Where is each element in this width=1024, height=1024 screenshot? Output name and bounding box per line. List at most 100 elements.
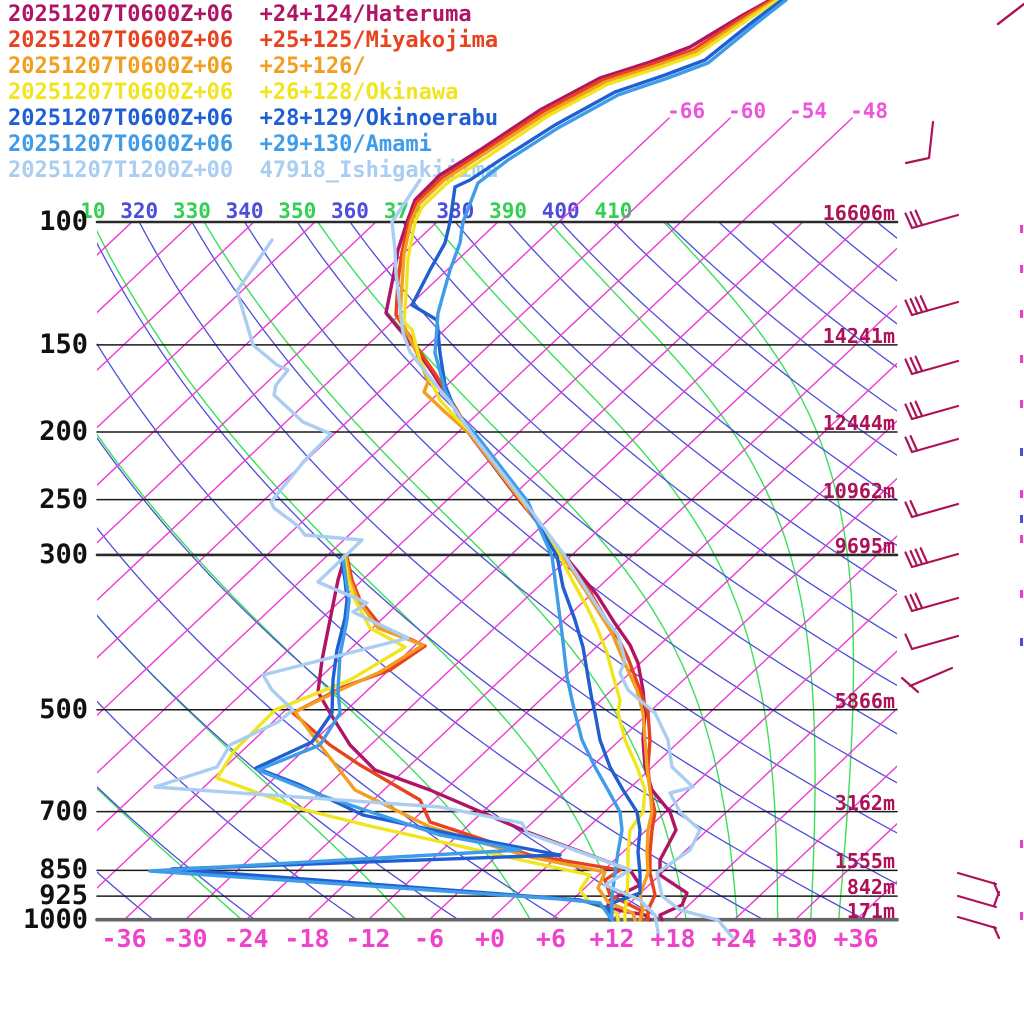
theta-label-350: 350 — [278, 199, 317, 222]
grid-layer — [0, 220, 1024, 920]
isotherm — [97, 222, 682, 774]
legend-row-3: 20251207T0600Z+06 +25+126/ — [8, 54, 366, 79]
isotherm — [367, 419, 897, 920]
dry-adiabat — [717, 222, 897, 369]
isotherm-upper — [680, 117, 792, 223]
wind-barb-feather — [909, 211, 919, 228]
wind-barb-bottom — [956, 915, 998, 930]
wind-barb-feather — [904, 299, 914, 317]
edge-tick — [1020, 840, 1023, 848]
edge-tick — [1020, 225, 1023, 233]
dry-adiabat — [927, 220, 1024, 920]
temp-tick-label: +12 — [589, 924, 635, 953]
temp-tick-label: -24 — [223, 924, 269, 953]
isotherm — [917, 222, 1024, 920]
temperature-Okinoerabu — [410, 0, 784, 922]
temp-tick-label: -12 — [345, 924, 391, 953]
wind-barb-feather — [904, 436, 914, 454]
wind-barb-feather — [914, 548, 924, 566]
wind-barbs — [900, 2, 1024, 940]
dry-adiabat — [97, 614, 459, 920]
dry-adiabat — [875, 222, 897, 239]
theta-label-400: 400 — [541, 199, 580, 222]
upper-isotherm-label: -60 — [728, 99, 767, 123]
isotherm — [733, 765, 897, 920]
legend-row-5: 20251207T0600Z+06 +28+129/Okinoerabu — [8, 106, 499, 131]
wind-barb — [910, 552, 960, 569]
theta-label-320: 320 — [120, 199, 159, 222]
pressure-label-200: 200 — [39, 416, 88, 448]
edge-tick — [1020, 590, 1023, 598]
upper-isotherm-label: -48 — [850, 99, 889, 123]
isotherm — [97, 222, 621, 717]
pressure-label-150: 150 — [39, 328, 88, 360]
wind-barb-feather — [914, 355, 924, 373]
edge-tick — [1020, 355, 1023, 363]
theta-label-row: 310320330340350360370380390400410 — [80, 199, 910, 222]
moist-adiabat — [97, 433, 531, 920]
moist-adiabat — [97, 787, 243, 920]
dewpoint-Miyakojima — [291, 555, 644, 922]
upper-isotherm-label: -54 — [789, 99, 828, 123]
temperature-Hateruma — [384, 0, 772, 922]
dewpoint-Okinoerabu — [170, 555, 612, 922]
isotherm — [0, 222, 10, 920]
isotherm — [97, 222, 743, 832]
isotherm — [123, 222, 865, 920]
legend-row-4: 20251207T0600Z+06 +26+128/Okinawa — [8, 80, 459, 105]
dry-adiabat — [665, 222, 897, 412]
dry-adiabat — [454, 222, 897, 593]
pressure-label-250: 250 — [39, 483, 88, 515]
pressure-label-1000: 1000 — [22, 903, 88, 935]
isotherm — [611, 650, 897, 920]
temperature-Ishigakijima — [390, 178, 735, 940]
theta-label-310: 310 — [80, 199, 106, 222]
dry-adiabat — [97, 342, 764, 920]
wind-barb-feather — [904, 551, 914, 569]
wind-barb-feather — [904, 358, 914, 376]
wind-barb-feather — [914, 296, 924, 314]
dry-adiabat — [612, 222, 897, 457]
moist-adiabat — [432, 222, 779, 920]
pressure-label-300: 300 — [39, 538, 88, 570]
moist-adiabat — [97, 229, 621, 920]
wind-barb-feather — [914, 400, 924, 418]
wind-barb-feather — [904, 403, 914, 421]
isotherm-upper — [741, 117, 853, 223]
dry-adiabat — [507, 222, 897, 547]
wind-barb-feather — [909, 500, 919, 517]
dry-adiabat — [97, 871, 154, 920]
legend-row-6: 20251207T0600Z+06 +29+130/Amami — [8, 132, 432, 157]
isotherm — [855, 880, 897, 920]
sounding-curves — [148, 0, 788, 940]
wind-barb-feather — [904, 595, 914, 613]
dewpoint-Amami — [148, 555, 614, 922]
isotherm — [97, 222, 316, 429]
edge-tick — [1020, 535, 1023, 543]
dry-adiabat — [823, 222, 897, 282]
dry-adiabat — [296, 222, 897, 735]
temp-tick-label: +36 — [833, 924, 879, 953]
legend-row-2: 20251207T0600Z+06 +25+125/Miyakojima — [8, 28, 499, 53]
wind-barb — [910, 359, 960, 376]
dry-adiabat — [97, 700, 358, 920]
wind-barb-l — [904, 120, 935, 165]
isotherm-upper — [558, 117, 670, 223]
isotherm — [0, 222, 71, 920]
wind-barb-feather — [919, 547, 929, 564]
wind-barb-t — [900, 676, 920, 694]
dry-adiabat — [559, 222, 897, 501]
isotherm — [245, 304, 897, 920]
isotherm — [306, 362, 897, 920]
wind-barb-feather — [904, 633, 914, 651]
temp-tick-label: -18 — [284, 924, 330, 953]
wind-barb-feather — [904, 501, 914, 519]
isotherm — [97, 222, 255, 371]
wind-barb — [910, 596, 960, 613]
wind-barb-bottom-tick — [992, 925, 1001, 940]
edge-tick — [1020, 448, 1023, 456]
wind-barb-feather — [914, 592, 924, 610]
